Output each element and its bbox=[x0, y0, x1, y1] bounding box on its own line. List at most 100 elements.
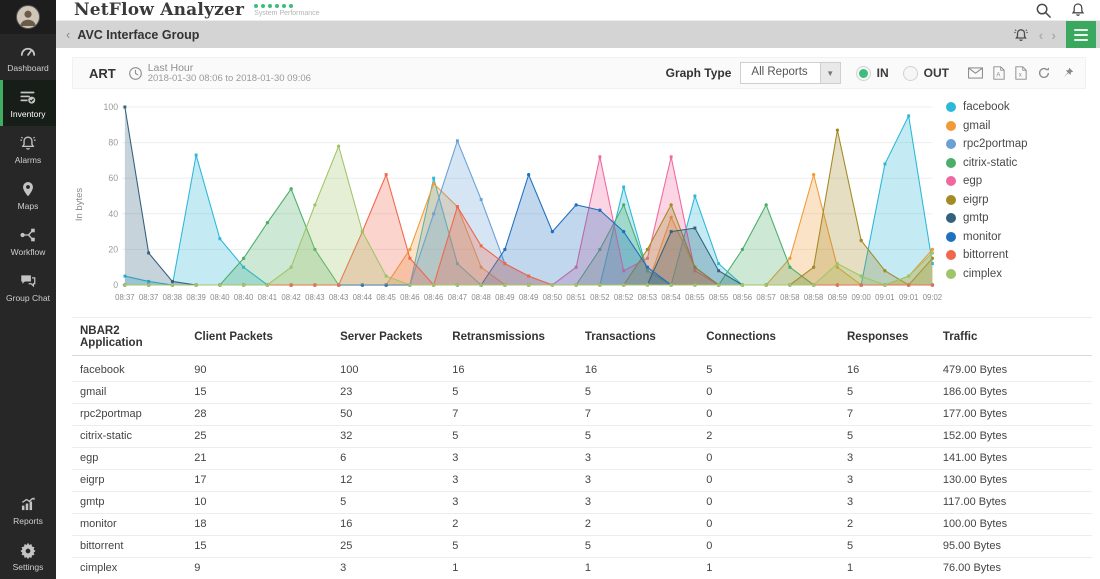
table-cell: 3 bbox=[576, 447, 699, 470]
table-cell: 5 bbox=[839, 425, 935, 448]
svg-text:08:38: 08:38 bbox=[163, 293, 183, 302]
legend-label: gmail bbox=[963, 119, 991, 132]
excel-export-icon[interactable]: x bbox=[1015, 66, 1027, 80]
notifications-bell-icon[interactable] bbox=[1070, 2, 1086, 18]
legend-dot bbox=[946, 213, 956, 223]
sidebar-item-dashboard[interactable]: Dashboard bbox=[0, 34, 56, 80]
svg-text:08:51: 08:51 bbox=[566, 293, 585, 302]
table-cell: 16 bbox=[332, 513, 445, 536]
table-cell: 5 bbox=[444, 535, 577, 558]
table-cell: 15 bbox=[186, 381, 333, 404]
legend-dot bbox=[946, 176, 956, 186]
table-cell: 16 bbox=[839, 355, 935, 382]
table-cell: egp bbox=[72, 447, 187, 470]
table-cell: 3 bbox=[444, 469, 577, 492]
art-panel-header: ART Last Hour 2018-01-30 08:06 to 2018-0… bbox=[72, 57, 1086, 89]
legend-item-rpc2portmap[interactable]: rpc2portmap bbox=[946, 138, 1094, 150]
graph-type-select[interactable]: All Reports ▼ bbox=[740, 62, 841, 84]
svg-text:08:41: 08:41 bbox=[258, 293, 277, 302]
hamburger-menu-button[interactable] bbox=[1066, 21, 1096, 48]
table-cell: 0 bbox=[698, 403, 839, 426]
legend-item-facebook[interactable]: facebook bbox=[946, 101, 1094, 113]
legend-item-citrix-static[interactable]: citrix-static bbox=[946, 157, 1094, 169]
prev-chevron-icon[interactable]: ‹ bbox=[1038, 26, 1044, 43]
legend-item-gmtp[interactable]: gmtp bbox=[946, 212, 1094, 224]
breadcrumb-title: AVC Interface Group bbox=[77, 27, 200, 42]
sidebar-item-inventory[interactable]: Inventory bbox=[0, 80, 56, 126]
in-out-radio-group: IN OUT bbox=[855, 65, 957, 81]
svg-text:A: A bbox=[996, 73, 1000, 79]
alarm-bell-icon[interactable] bbox=[1013, 27, 1029, 43]
back-chevron-icon[interactable]: ‹ bbox=[66, 27, 71, 42]
sidebar-item-settings[interactable]: Settings bbox=[0, 533, 56, 579]
sidebar-item-workflow[interactable]: Workflow bbox=[0, 218, 56, 264]
radio-out[interactable] bbox=[902, 65, 918, 81]
refresh-icon[interactable] bbox=[1037, 66, 1051, 80]
mail-icon[interactable] bbox=[968, 67, 983, 79]
sidebar-item-alarms[interactable]: Alarms bbox=[0, 126, 56, 172]
legend-item-egp[interactable]: egp bbox=[946, 175, 1094, 187]
svg-text:08:37: 08:37 bbox=[115, 293, 134, 302]
table-cell: 9 bbox=[186, 557, 333, 579]
pin-icon[interactable] bbox=[1061, 66, 1075, 80]
table-cell: 1 bbox=[576, 557, 699, 579]
table-cell: 12 bbox=[332, 469, 445, 492]
next-chevron-icon[interactable]: › bbox=[1051, 26, 1056, 43]
legend-item-monitor[interactable]: monitor bbox=[946, 231, 1094, 243]
svg-text:08:48: 08:48 bbox=[471, 293, 491, 302]
legend-label: rpc2portmap bbox=[963, 138, 1028, 150]
legend-item-gmail[interactable]: gmail bbox=[946, 120, 1094, 132]
column-header: Traffic bbox=[934, 318, 1092, 356]
table-cell: 0 bbox=[698, 447, 839, 470]
pdf-export-icon[interactable]: A bbox=[993, 66, 1005, 80]
svg-text:40: 40 bbox=[108, 209, 118, 219]
legend-dot bbox=[946, 250, 956, 260]
table-cell: 25 bbox=[332, 535, 445, 558]
reports-icon bbox=[19, 495, 37, 513]
table-row-egp: egp 21 6 3 3 0 3 141.00 Bytes bbox=[72, 447, 1092, 470]
table-cell: 0 bbox=[698, 491, 839, 514]
column-header: Connections bbox=[698, 318, 839, 356]
graph-type-value: All Reports bbox=[740, 62, 821, 84]
logo-dot bbox=[254, 3, 259, 8]
legend-item-bittorrent[interactable]: bittorrent bbox=[946, 249, 1094, 261]
sidebar-item-reports[interactable]: Reports bbox=[0, 487, 56, 533]
table-cell: 3 bbox=[576, 469, 699, 492]
table-cell: 5 bbox=[576, 425, 699, 448]
dashboard-icon bbox=[19, 42, 37, 60]
table-cell: 10 bbox=[186, 491, 333, 514]
tagline-text: System Performance bbox=[254, 9, 320, 17]
legend-label: gmtp bbox=[963, 212, 989, 224]
alarms-icon bbox=[19, 134, 37, 152]
svg-text:09:00: 09:00 bbox=[851, 293, 871, 302]
table-cell: 186.00 Bytes bbox=[934, 381, 1092, 404]
table-cell: 5 bbox=[839, 535, 935, 558]
sidebar-item-maps[interactable]: Maps bbox=[0, 172, 56, 218]
svg-text:08:46: 08:46 bbox=[424, 293, 444, 302]
search-icon[interactable] bbox=[1035, 2, 1052, 19]
main-area: NetFlow Analyzer System Performance ‹ AV… bbox=[56, 0, 1100, 579]
svg-text:08:55: 08:55 bbox=[709, 293, 729, 302]
table-cell: 3 bbox=[444, 491, 577, 514]
svg-text:09:01: 09:01 bbox=[899, 293, 918, 302]
svg-text:08:39: 08:39 bbox=[186, 293, 205, 302]
sidebar-item-label: Reports bbox=[13, 515, 43, 526]
legend-item-eigrp[interactable]: eigrp bbox=[946, 194, 1094, 206]
inventory-icon bbox=[19, 88, 37, 106]
svg-text:x: x bbox=[1019, 73, 1022, 79]
avatar[interactable] bbox=[16, 5, 40, 29]
svg-text:08:52: 08:52 bbox=[590, 293, 609, 302]
svg-text:08:57: 08:57 bbox=[756, 293, 775, 302]
table-cell: 2 bbox=[576, 513, 699, 536]
legend-item-cimplex[interactable]: cimplex bbox=[946, 268, 1094, 280]
maps-icon bbox=[19, 180, 37, 198]
app-logo: NetFlow Analyzer bbox=[74, 0, 245, 20]
svg-text:08:43: 08:43 bbox=[329, 293, 349, 302]
table-cell: 7 bbox=[839, 403, 935, 426]
table-cell: 0 bbox=[698, 535, 839, 558]
table-cell: 95.00 Bytes bbox=[934, 535, 1092, 558]
table-cell: 15 bbox=[186, 535, 333, 558]
radio-in[interactable] bbox=[855, 65, 871, 81]
sidebar-item-group-chat[interactable]: Group Chat bbox=[0, 264, 56, 310]
workflow-icon bbox=[19, 226, 37, 244]
